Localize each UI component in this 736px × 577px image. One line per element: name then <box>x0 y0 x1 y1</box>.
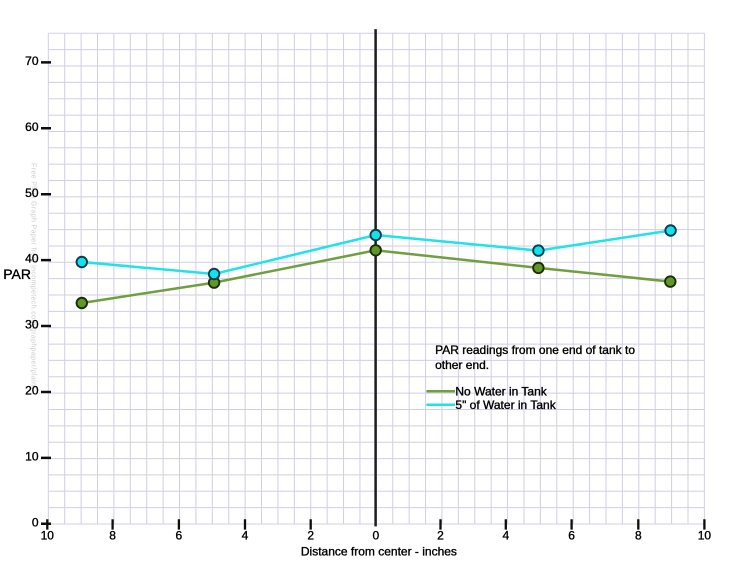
svg-text:8: 8 <box>109 529 116 543</box>
svg-text:other end.: other end. <box>435 358 489 372</box>
svg-text:0: 0 <box>32 515 39 529</box>
svg-text:40: 40 <box>25 252 39 266</box>
svg-text:PAR readings from one end of t: PAR readings from one end of tank to <box>435 343 635 357</box>
svg-text:Distance from center - inches: Distance from center - inches <box>301 545 457 559</box>
svg-text:Free Plain Graph Paper from in: Free Plain Graph Paper from incompetech.… <box>30 163 37 389</box>
svg-text:PAR: PAR <box>3 266 31 282</box>
svg-text:50: 50 <box>25 186 39 200</box>
svg-text:4: 4 <box>242 529 249 543</box>
svg-text:5" of Water in Tank: 5" of Water in Tank <box>455 398 556 412</box>
svg-text:10: 10 <box>41 529 55 543</box>
svg-text:6: 6 <box>176 529 183 543</box>
svg-text:30: 30 <box>25 318 39 332</box>
svg-text:10: 10 <box>25 450 39 464</box>
svg-text:4: 4 <box>502 529 509 543</box>
svg-text:0: 0 <box>372 529 379 543</box>
svg-text:20: 20 <box>25 384 39 398</box>
svg-text:2: 2 <box>437 529 444 543</box>
svg-text:No Water in Tank: No Water in Tank <box>455 385 547 399</box>
svg-text:8: 8 <box>635 529 642 543</box>
svg-text:6: 6 <box>568 529 575 543</box>
svg-text:60: 60 <box>25 120 39 134</box>
svg-text:10: 10 <box>698 529 712 543</box>
svg-text:70: 70 <box>25 54 39 68</box>
svg-text:2: 2 <box>307 529 314 543</box>
